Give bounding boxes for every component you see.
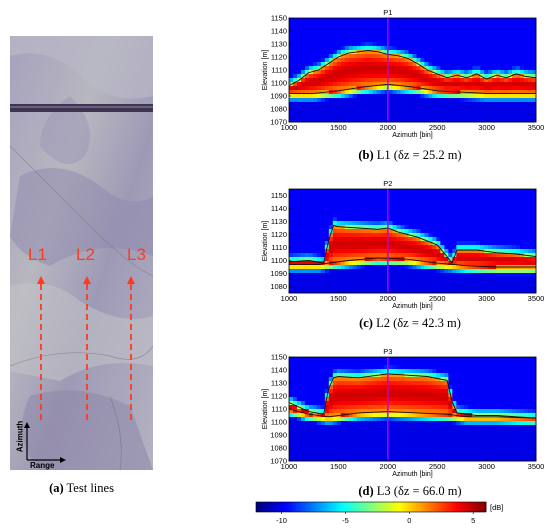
y-tick-label: 1110 <box>271 405 287 414</box>
colorbar-tick-label: -5 <box>342 516 349 525</box>
caption-c: (c) L2 (δz = 42.3 m) <box>290 316 530 331</box>
x-tick-label: 2000 <box>379 462 396 471</box>
y-tick-label: 1080 <box>270 444 287 453</box>
test-line-label-l1: L1 <box>28 245 47 264</box>
caption-text: L2 (δz = 42.3 m) <box>376 316 461 330</box>
upper-curve-line <box>288 224 537 265</box>
x-tick-label: 2000 <box>379 294 396 303</box>
colorbar-tick-label: -10 <box>276 516 287 525</box>
colorbar: -10 -5 0 5 [dB] <box>255 501 503 525</box>
heatmap-cells <box>289 357 537 462</box>
upper-curve-line <box>288 50 537 86</box>
x-tick-label: 1500 <box>330 462 347 471</box>
caption-a: (a) Test lines <box>10 481 153 496</box>
caption-letter: (a) <box>49 481 64 495</box>
heatmap-panel-2: P2 1000 1500 2000 2500 3000 3500 1080 1090 1100 11… <box>262 179 544 310</box>
test-lines-panel: L1 L2 L3 Azimuth Range <box>9 36 154 471</box>
y-tick-label: 1100 <box>271 418 287 427</box>
y-tick-label: 1120 <box>271 53 287 62</box>
y-tick-label: 1100 <box>271 79 287 88</box>
y-axis-label: Elevation [m] <box>262 50 269 91</box>
y-tick-label: 1070 <box>270 118 287 127</box>
y-tick-label: 1100 <box>271 256 287 265</box>
y-axis-label: Elevation [m] <box>262 221 269 262</box>
x-tick-label: 1000 <box>281 462 298 471</box>
y-tick-label: 1110 <box>271 243 287 252</box>
chart-title: P3 <box>383 347 392 356</box>
caption-letter: (b) <box>358 148 374 162</box>
y-tick-label: 1150 <box>271 191 287 200</box>
colorbar-tick-label: 0 <box>407 516 411 525</box>
caption-text: L1 (δz = 25.2 m) <box>376 148 462 162</box>
y-tick-label: 1140 <box>271 366 287 375</box>
x-axis-label: Azimuth [bin] <box>392 132 433 139</box>
y-tick-label: 1070 <box>270 457 287 466</box>
y-tick-label: 1150 <box>271 353 287 362</box>
caption-text: L3 (δz = 66.0 m) <box>376 484 462 498</box>
test-line-label-l3: L3 <box>127 245 146 264</box>
x-tick-label: 2500 <box>429 294 446 303</box>
lower-curve-line <box>288 408 537 419</box>
y-tick-label: 1130 <box>271 40 287 49</box>
x-tick-label: 1000 <box>281 294 298 303</box>
x-tick-label: 3000 <box>478 462 495 471</box>
x-tick-label: 2500 <box>429 123 446 132</box>
lower-curve-line <box>289 83 536 94</box>
x-axis-label: Azimuth [bin] <box>392 303 433 310</box>
x-tick-label: 1500 <box>330 294 347 303</box>
caption-b: (b) L1 (δz = 25.2 m) <box>290 148 530 163</box>
y-tick-label: 1130 <box>271 217 287 226</box>
y-tick-label: 1080 <box>270 282 287 291</box>
x-tick-label: 3500 <box>528 294 545 303</box>
x-axis-label: Azimuth [bin] <box>392 471 433 478</box>
y-tick-label: 1130 <box>271 379 287 388</box>
heatmap-cells <box>289 18 537 123</box>
caption-letter: (d) <box>358 484 374 498</box>
heatmap-panel-1: P1 1000 1500 2000 2500 3000 3500 1070 1080 1090 11… <box>262 8 544 139</box>
caption-text: Test lines <box>66 481 114 495</box>
x-tick-label: 1500 <box>330 123 347 132</box>
y-tick-label: 1120 <box>271 392 287 401</box>
caption-letter: (c) <box>359 316 373 330</box>
chart-title: P1 <box>383 8 392 17</box>
y-tick-label: 1140 <box>271 27 287 36</box>
y-tick-label: 1140 <box>271 204 287 213</box>
x-tick-label: 3500 <box>528 462 545 471</box>
x-tick-label: 3000 <box>478 123 495 132</box>
heatmap-cells <box>289 189 537 294</box>
lower-curve-line <box>289 257 536 268</box>
x-tick-label: 3500 <box>528 123 545 132</box>
y-tick-label: 1090 <box>270 92 287 101</box>
range-axis-label: Range <box>30 461 55 470</box>
test-line-label-l2: L2 <box>76 245 95 264</box>
upper-curve-line <box>288 373 537 419</box>
plot-frame <box>288 188 537 294</box>
x-tick-label: 2000 <box>379 123 396 132</box>
aerial-image <box>9 36 154 471</box>
y-tick-label: 1090 <box>270 431 287 440</box>
x-tick-label: 2500 <box>429 462 446 471</box>
colorbar-unit: [dB] <box>490 503 503 512</box>
x-tick-label: 1000 <box>281 123 298 132</box>
y-tick-label: 1110 <box>271 66 287 75</box>
x-tick-label: 3000 <box>478 294 495 303</box>
y-tick-label: 1090 <box>270 269 287 278</box>
chart-title: P2 <box>383 179 392 188</box>
y-tick-label: 1150 <box>271 14 287 23</box>
y-tick-label: 1120 <box>271 230 287 239</box>
caption-d: (d) L3 (δz = 66.0 m) <box>290 484 530 499</box>
heatmap-panel-3: P3 1000 1500 2000 2500 3000 3500 1070 1080 1090 11… <box>262 347 544 478</box>
y-axis-label: Elevation [m] <box>262 389 269 430</box>
y-tick-label: 1080 <box>270 105 287 114</box>
colorbar-tick-label: 5 <box>471 516 475 525</box>
